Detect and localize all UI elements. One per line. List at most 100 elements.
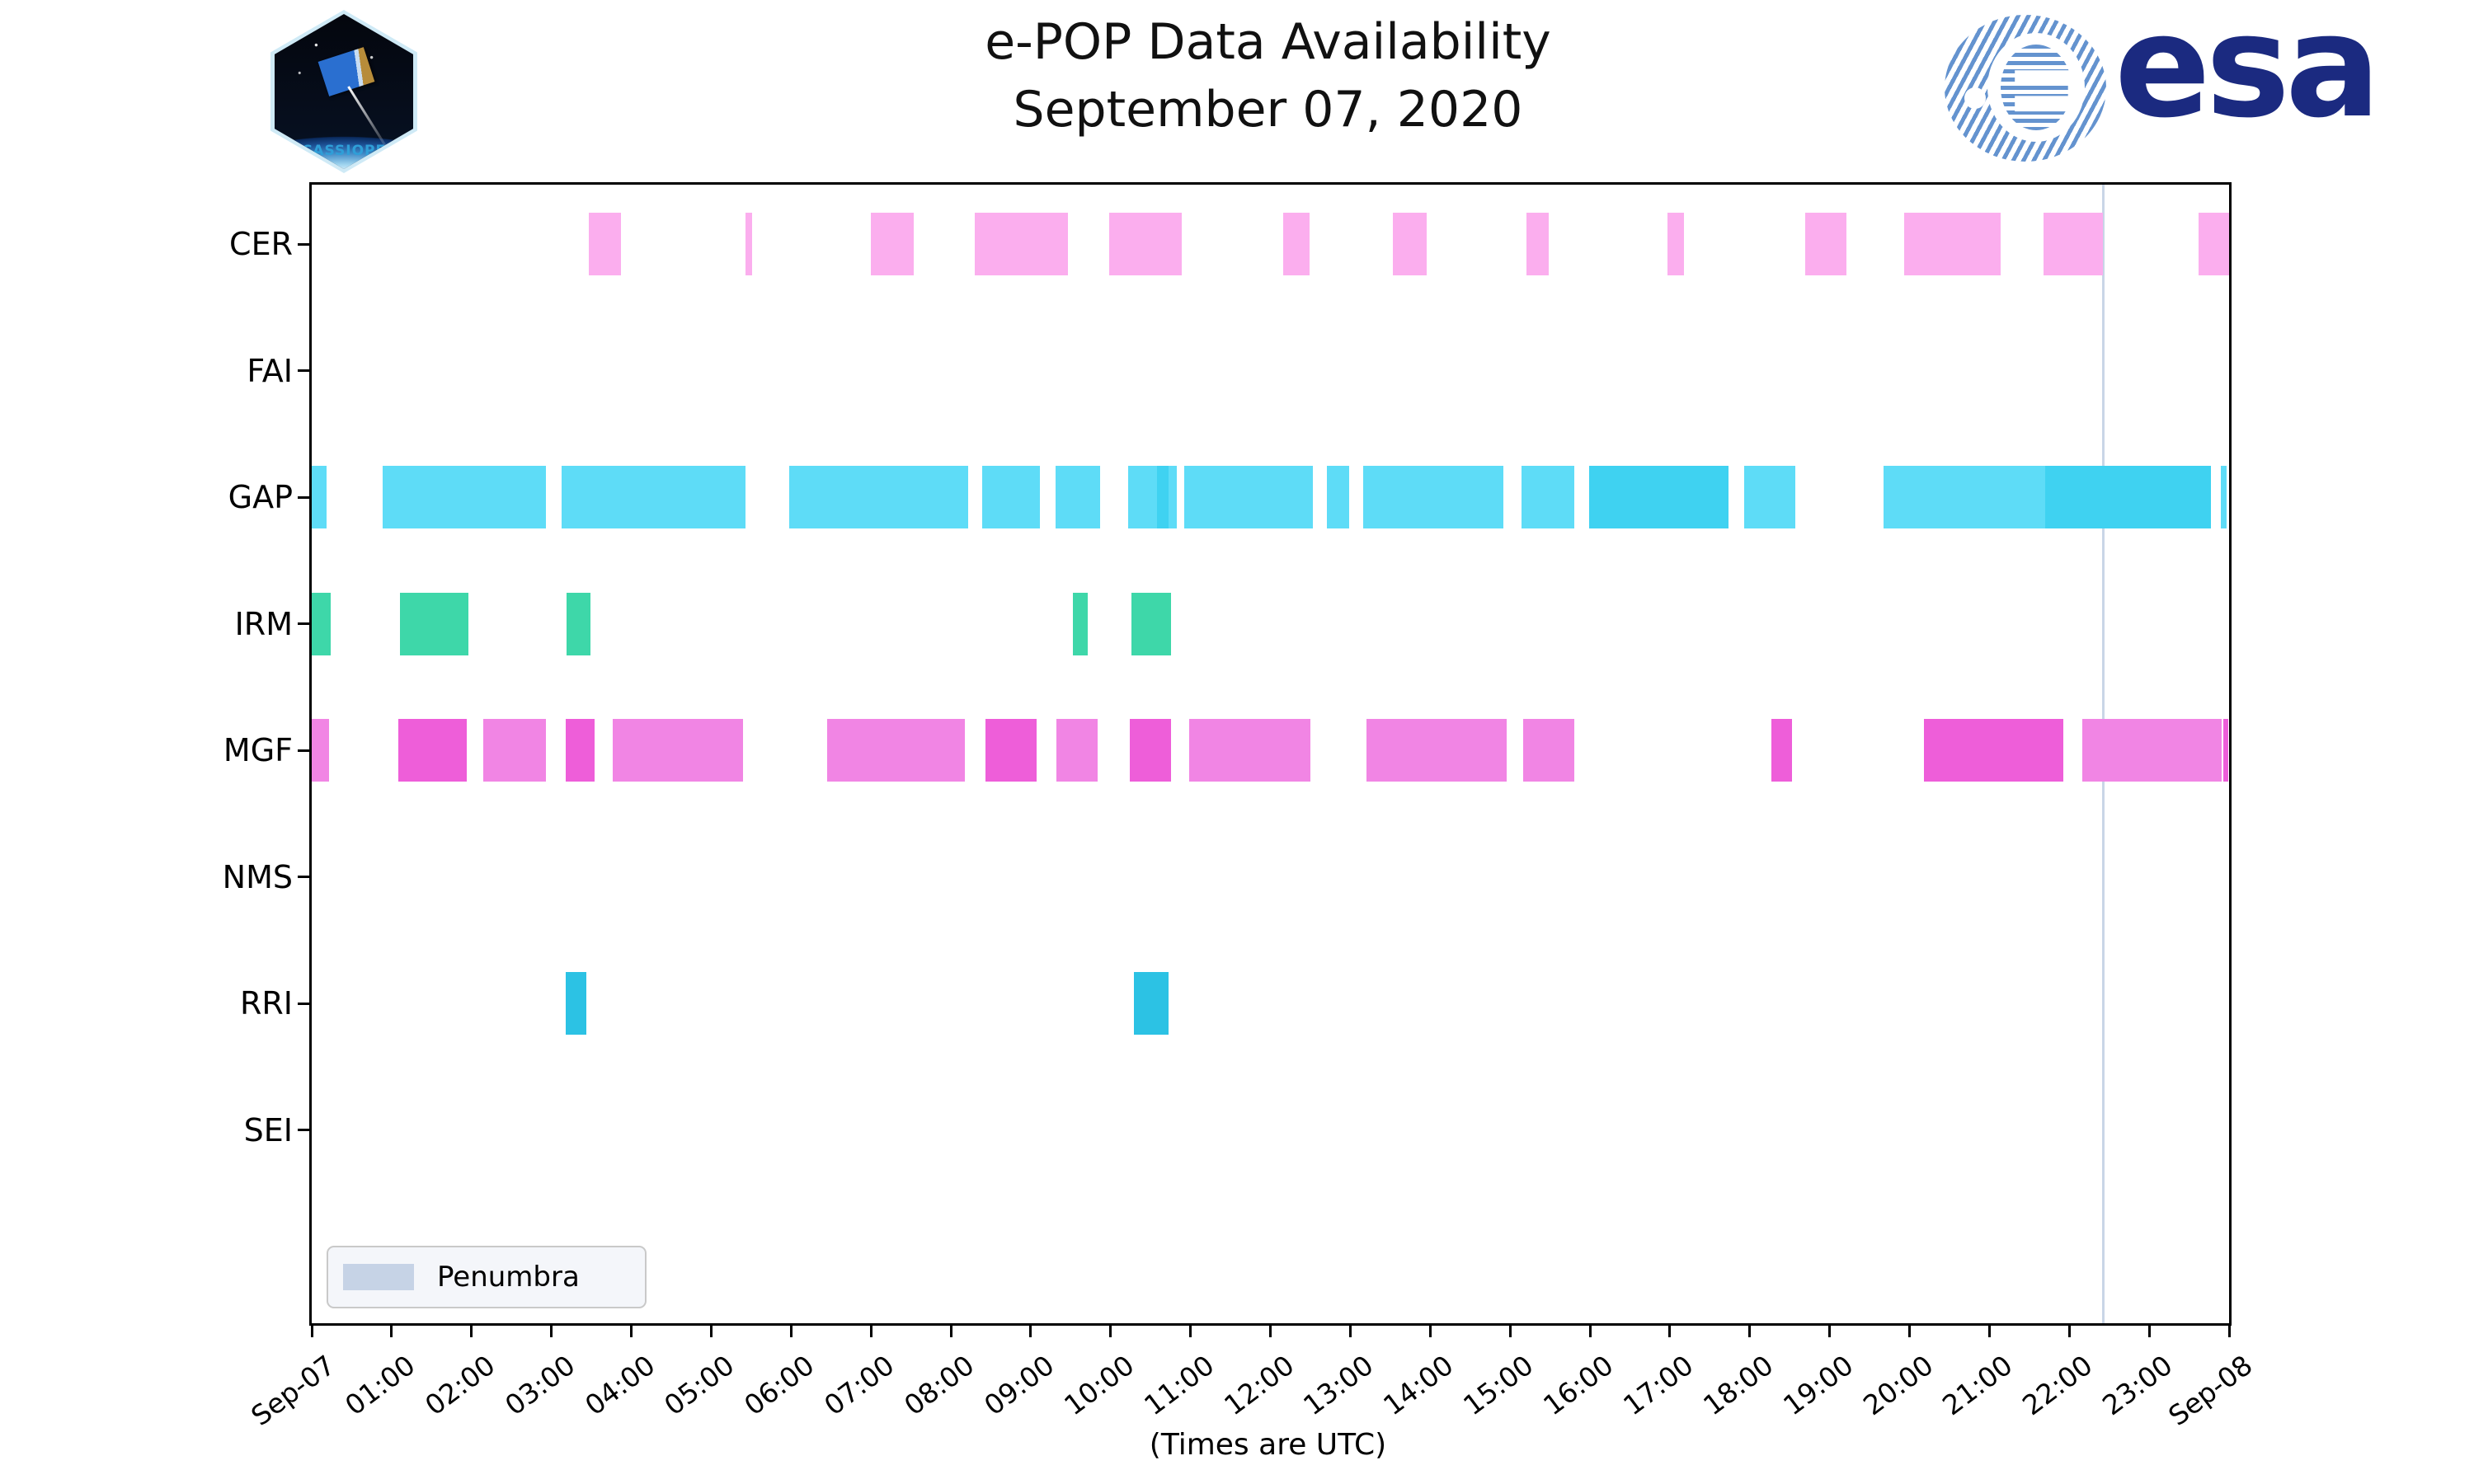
availability-bar-gap	[1521, 466, 1574, 528]
xtick	[630, 1323, 633, 1337]
ylabel-irm: IRM	[234, 605, 293, 642]
penumbra-legend-label: Penumbra	[437, 1261, 580, 1294]
availability-bar-cer	[1526, 213, 1549, 275]
availability-bar-cer	[1108, 213, 1182, 275]
xtick	[1508, 1323, 1512, 1337]
ylabel-gap: GAP	[228, 479, 293, 515]
availability-bar-cer	[1392, 213, 1427, 275]
esa-logo: esa	[1945, 0, 2381, 165]
availability-bar-irm	[1073, 592, 1088, 655]
availability-bar-gap	[2045, 466, 2211, 528]
availability-bar-cer	[1283, 213, 1310, 275]
xtick-label: 15:00	[1457, 1349, 1540, 1422]
xtick-label: 16:00	[1537, 1349, 1620, 1422]
xtick-label: 01:00	[338, 1349, 421, 1422]
xtick	[1269, 1323, 1272, 1337]
availability-bar-irm	[567, 592, 591, 655]
availability-bar-irm	[399, 592, 468, 655]
xtick-label: Sep-07	[245, 1349, 341, 1433]
availability-bar-mgf	[826, 719, 966, 782]
availability-bar-cer	[589, 213, 621, 275]
xtick	[1348, 1323, 1352, 1337]
xtick-label: 08:00	[898, 1349, 981, 1422]
availability-bar-gap	[1883, 466, 2046, 528]
availability-bar-mgf	[2223, 719, 2229, 782]
xtick-label: 13:00	[1297, 1349, 1380, 1422]
cassiope-badge-label: CASSIOPE	[301, 143, 387, 159]
availability-bar-gap	[2221, 466, 2227, 528]
xtick	[1029, 1323, 1032, 1337]
availability-bar-mgf	[1522, 719, 1574, 782]
availability-bar-cer	[1667, 213, 1685, 275]
ylabel-rri: RRI	[239, 985, 293, 1021]
legend: Penumbra	[327, 1246, 647, 1308]
esa-globe-icon	[1945, 15, 2106, 162]
xtick-label: 21:00	[1936, 1349, 2019, 1422]
availability-bar-gap	[1128, 466, 1157, 528]
availability-bar-mgf	[613, 719, 744, 782]
availability-bar-mgf	[1056, 719, 1098, 782]
availability-bar-mgf	[2081, 719, 2222, 782]
ytick-rri	[298, 1002, 312, 1005]
chart-title-line2: September 07, 2020	[1013, 81, 1523, 139]
xtick-label: 06:00	[738, 1349, 821, 1422]
availability-bar-gap	[1156, 466, 1169, 528]
xtick	[1109, 1323, 1112, 1337]
xtick-label: 19:00	[1776, 1349, 1860, 1422]
availability-bar-gap	[1327, 466, 1350, 528]
availability-bar-gap	[1055, 466, 1101, 528]
xtick	[550, 1323, 553, 1337]
xtick	[390, 1323, 393, 1337]
availability-bar-mgf	[397, 719, 467, 782]
ytick-sei	[298, 1129, 312, 1131]
ytick-cer	[298, 242, 312, 246]
xtick	[1189, 1323, 1192, 1337]
xtick	[2227, 1323, 2231, 1337]
xtick	[1668, 1323, 1672, 1337]
availability-bar-gap	[312, 466, 327, 528]
ylabel-fai: FAI	[247, 352, 293, 389]
ylabel-sei: SEI	[243, 1111, 293, 1148]
availability-bar-cer	[871, 213, 915, 275]
xtick	[1987, 1323, 1991, 1337]
availability-bar-cer	[975, 213, 1069, 275]
availability-bar-irm	[1131, 592, 1172, 655]
availability-bar-gap	[1743, 466, 1795, 528]
xtick-label: 10:00	[1057, 1349, 1141, 1422]
ylabel-mgf: MGF	[223, 732, 293, 768]
availability-bar-mgf	[1130, 719, 1172, 782]
availability-bar-cer	[1804, 213, 1846, 275]
availability-bar-cer	[2044, 213, 2103, 275]
ytick-irm	[298, 622, 312, 625]
xtick	[1828, 1323, 1832, 1337]
availability-bar-gap	[1168, 466, 1178, 528]
xtick-label: 22:00	[2016, 1349, 2099, 1422]
esa-wordmark: esa	[2114, 0, 2381, 149]
ytick-nms	[298, 876, 312, 878]
availability-bar-mgf	[483, 719, 546, 782]
ytick-fai	[298, 369, 312, 372]
penumbra-legend-swatch	[343, 1264, 414, 1290]
availability-bar-cer	[745, 213, 752, 275]
xtick-label: 11:00	[1137, 1349, 1221, 1422]
xtick	[2147, 1323, 2151, 1337]
availability-bar-mgf	[566, 719, 595, 782]
availability-bar-gap	[1362, 466, 1504, 528]
availability-bar-mgf	[1188, 719, 1310, 782]
xtick	[1748, 1323, 1752, 1337]
ytick-gap	[298, 495, 312, 499]
xtick-label: 20:00	[1856, 1349, 1939, 1422]
availability-bar-irm	[312, 592, 332, 655]
xtick-label: 09:00	[977, 1349, 1061, 1422]
availability-bar-mgf	[985, 719, 1037, 782]
plot-area: Penumbra CER FAI GAP IRM MGF NMS RRI SEI Sep-07 0…	[223, 182, 2258, 1432]
availability-bar-gap	[383, 466, 546, 528]
xtick	[1908, 1323, 1911, 1337]
xtick-label: 14:00	[1377, 1349, 1460, 1422]
xtick-label: 04:00	[578, 1349, 661, 1422]
chart-title-line1: e-POP Data Availability	[985, 13, 1551, 71]
availability-bar-mgf	[1771, 719, 1793, 782]
xaxis-caption: (Times are UTC)	[1149, 1428, 1387, 1462]
availability-bar-mgf	[1366, 719, 1507, 782]
